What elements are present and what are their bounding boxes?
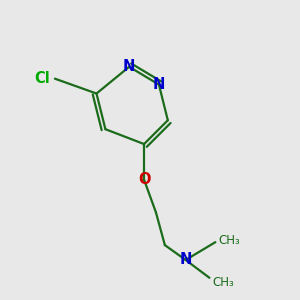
Text: CH₃: CH₃ (218, 234, 240, 247)
Text: O: O (138, 172, 150, 187)
Text: N: N (153, 77, 165, 92)
Text: N: N (123, 59, 135, 74)
Text: N: N (179, 253, 192, 268)
Text: CH₃: CH₃ (212, 276, 234, 289)
Text: Cl: Cl (35, 71, 50, 86)
